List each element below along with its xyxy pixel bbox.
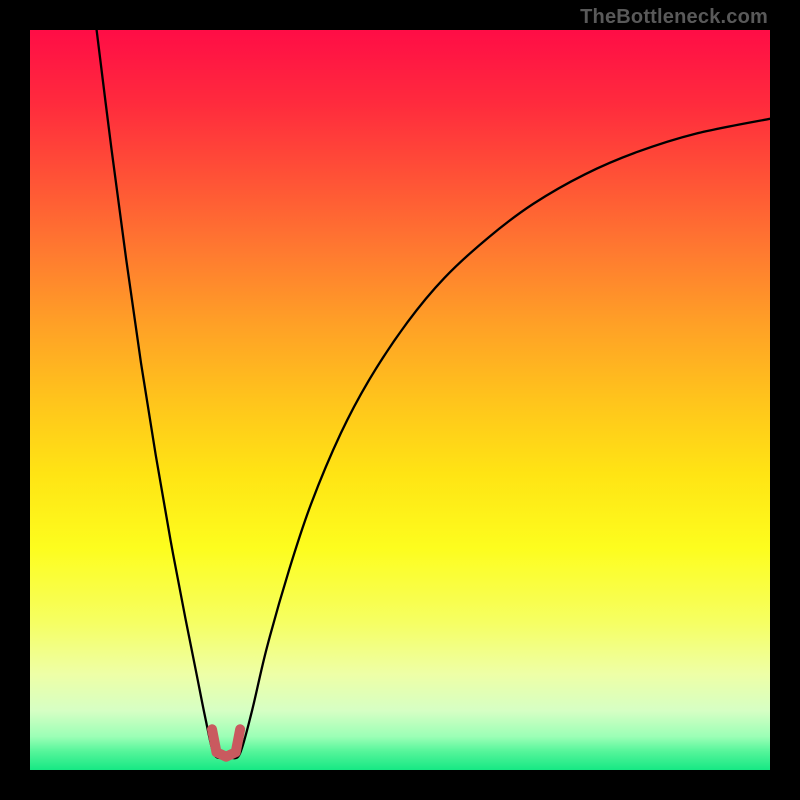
watermark-text: TheBottleneck.com bbox=[580, 6, 768, 29]
chart-svg bbox=[30, 30, 770, 770]
chart-background bbox=[30, 30, 770, 770]
outer-frame: TheBottleneck.com bbox=[0, 0, 800, 800]
plot-area bbox=[30, 30, 770, 770]
